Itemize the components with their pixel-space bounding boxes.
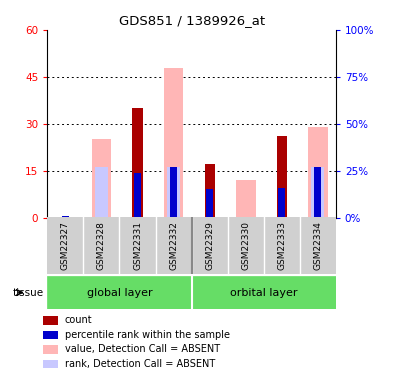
Bar: [170, 167, 177, 218]
Bar: [167, 167, 180, 218]
Text: GSM22328: GSM22328: [97, 221, 106, 270]
Text: tissue: tissue: [12, 288, 43, 297]
Bar: [43, 360, 58, 368]
Bar: [236, 180, 256, 218]
Bar: [62, 216, 69, 217]
Text: rank, Detection Call = ABSENT: rank, Detection Call = ABSENT: [65, 359, 215, 369]
Bar: [192, 276, 336, 309]
Bar: [95, 167, 108, 218]
Text: GSM22331: GSM22331: [133, 221, 142, 270]
Title: GDS851 / 1389926_at: GDS851 / 1389926_at: [118, 15, 265, 27]
Bar: [43, 316, 58, 325]
Text: count: count: [65, 315, 92, 326]
Bar: [308, 127, 327, 218]
Bar: [276, 136, 287, 218]
Text: GSM22334: GSM22334: [313, 221, 322, 270]
Bar: [206, 189, 213, 217]
Bar: [132, 108, 143, 218]
Bar: [134, 172, 141, 217]
Text: GSM22332: GSM22332: [169, 221, 178, 270]
Bar: [278, 188, 285, 218]
Text: GSM22327: GSM22327: [61, 221, 70, 270]
Text: GSM22333: GSM22333: [277, 221, 286, 270]
Text: global layer: global layer: [87, 288, 152, 297]
Bar: [311, 167, 324, 218]
Bar: [205, 164, 214, 218]
Text: value, Detection Call = ABSENT: value, Detection Call = ABSENT: [65, 345, 220, 354]
Text: percentile rank within the sample: percentile rank within the sample: [65, 330, 229, 340]
Text: orbital layer: orbital layer: [230, 288, 297, 297]
Text: GSM22329: GSM22329: [205, 221, 214, 270]
Bar: [92, 140, 111, 218]
Bar: [164, 68, 183, 218]
Bar: [47, 276, 192, 309]
Bar: [43, 331, 58, 339]
Text: GSM22330: GSM22330: [241, 221, 250, 270]
Bar: [43, 345, 58, 354]
Bar: [314, 167, 321, 218]
